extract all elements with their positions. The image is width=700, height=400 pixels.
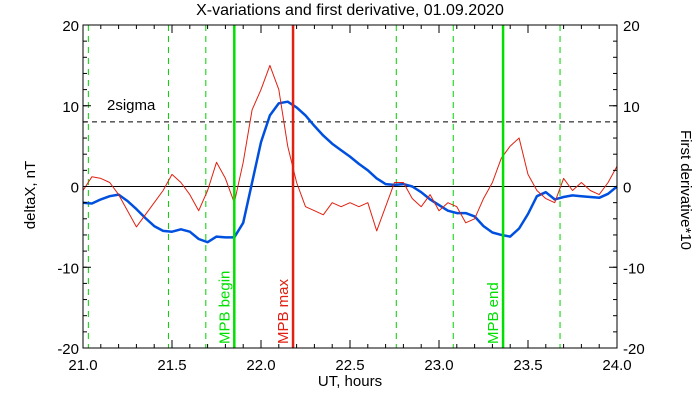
y-tick-label-left: -10 [57, 260, 79, 277]
x-tick-label: 22.5 [335, 357, 364, 374]
y-tick-label-left: -20 [57, 341, 79, 358]
y-tick-label-right: 10 [623, 99, 640, 116]
deltax-line [82, 100, 618, 244]
y-tick-label-right: 20 [623, 18, 640, 35]
y-axis-label-left: deltaX, nT [22, 161, 39, 229]
y-tick-label-right: -10 [623, 260, 645, 277]
mpb-label: MPB begin [216, 271, 233, 344]
y-tick-label-left: 10 [62, 99, 79, 116]
x-axis-label: UT, hours [318, 373, 382, 390]
sigma-label: 2sigma [107, 97, 156, 114]
y-axis-label-right: First derivative*10 [677, 130, 694, 250]
x-tick-label: 23.5 [513, 357, 542, 374]
derivative-line [82, 64, 618, 232]
y-tick-label-right: -20 [623, 341, 645, 358]
x-tick-label: 21.0 [68, 357, 97, 374]
x-tick-label: 22.0 [246, 357, 275, 374]
x-tick-label: 21.5 [157, 357, 186, 374]
y-tick-label-left: 0 [71, 180, 79, 197]
plot-area: MPB begin MPB max MPB end 21.0 21.5 22.0 22.5 2… [57, 18, 644, 374]
y-tick-label-right: 0 [623, 180, 631, 197]
mpb-label: MPB end [485, 282, 502, 344]
x-tick-label: 23.0 [424, 357, 453, 374]
chart-title: X-variations and first derivative, 01.09… [196, 2, 504, 19]
mpb-label: MPB max [275, 278, 292, 344]
y-tick-label-left: 20 [62, 18, 79, 35]
x-tick-label: 24.0 [602, 357, 631, 374]
